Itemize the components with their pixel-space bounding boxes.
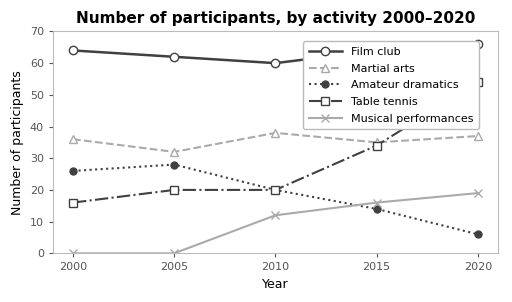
Amateur dramatics [70,169,76,173]
Table tennis [374,144,380,147]
Table tennis [171,188,177,192]
Line: Amateur dramatics: Amateur dramatics [70,161,481,238]
Musical performances [171,252,177,255]
Line: Film club: Film club [69,40,482,67]
Martial arts [171,150,177,154]
Martial arts [374,140,380,144]
X-axis label: Year: Year [262,278,289,291]
Martial arts [70,137,76,141]
Martial arts [272,131,279,135]
Line: Martial arts: Martial arts [69,129,482,156]
Musical performances [374,201,380,204]
Table tennis [475,80,481,84]
Title: Number of participants, by activity 2000–2020: Number of participants, by activity 2000… [76,11,475,26]
Amateur dramatics [475,233,481,236]
Film club [70,49,76,52]
Amateur dramatics [272,188,279,192]
Martial arts [475,134,481,138]
Amateur dramatics [374,207,380,211]
Line: Table tennis: Table tennis [69,78,482,207]
Amateur dramatics [171,163,177,166]
Y-axis label: Number of participants: Number of participants [11,70,24,215]
Film club [171,55,177,59]
Film club [272,61,279,65]
Table tennis [70,201,76,204]
Musical performances [70,252,76,255]
Table tennis [272,188,279,192]
Film club [374,49,380,52]
Legend: Film club, Martial arts, Amateur dramatics, Table tennis, Musical performances: Film club, Martial arts, Amateur dramati… [303,41,479,129]
Musical performances [272,214,279,217]
Musical performances [475,191,481,195]
Film club [475,42,481,46]
Line: Musical performances: Musical performances [69,189,482,258]
